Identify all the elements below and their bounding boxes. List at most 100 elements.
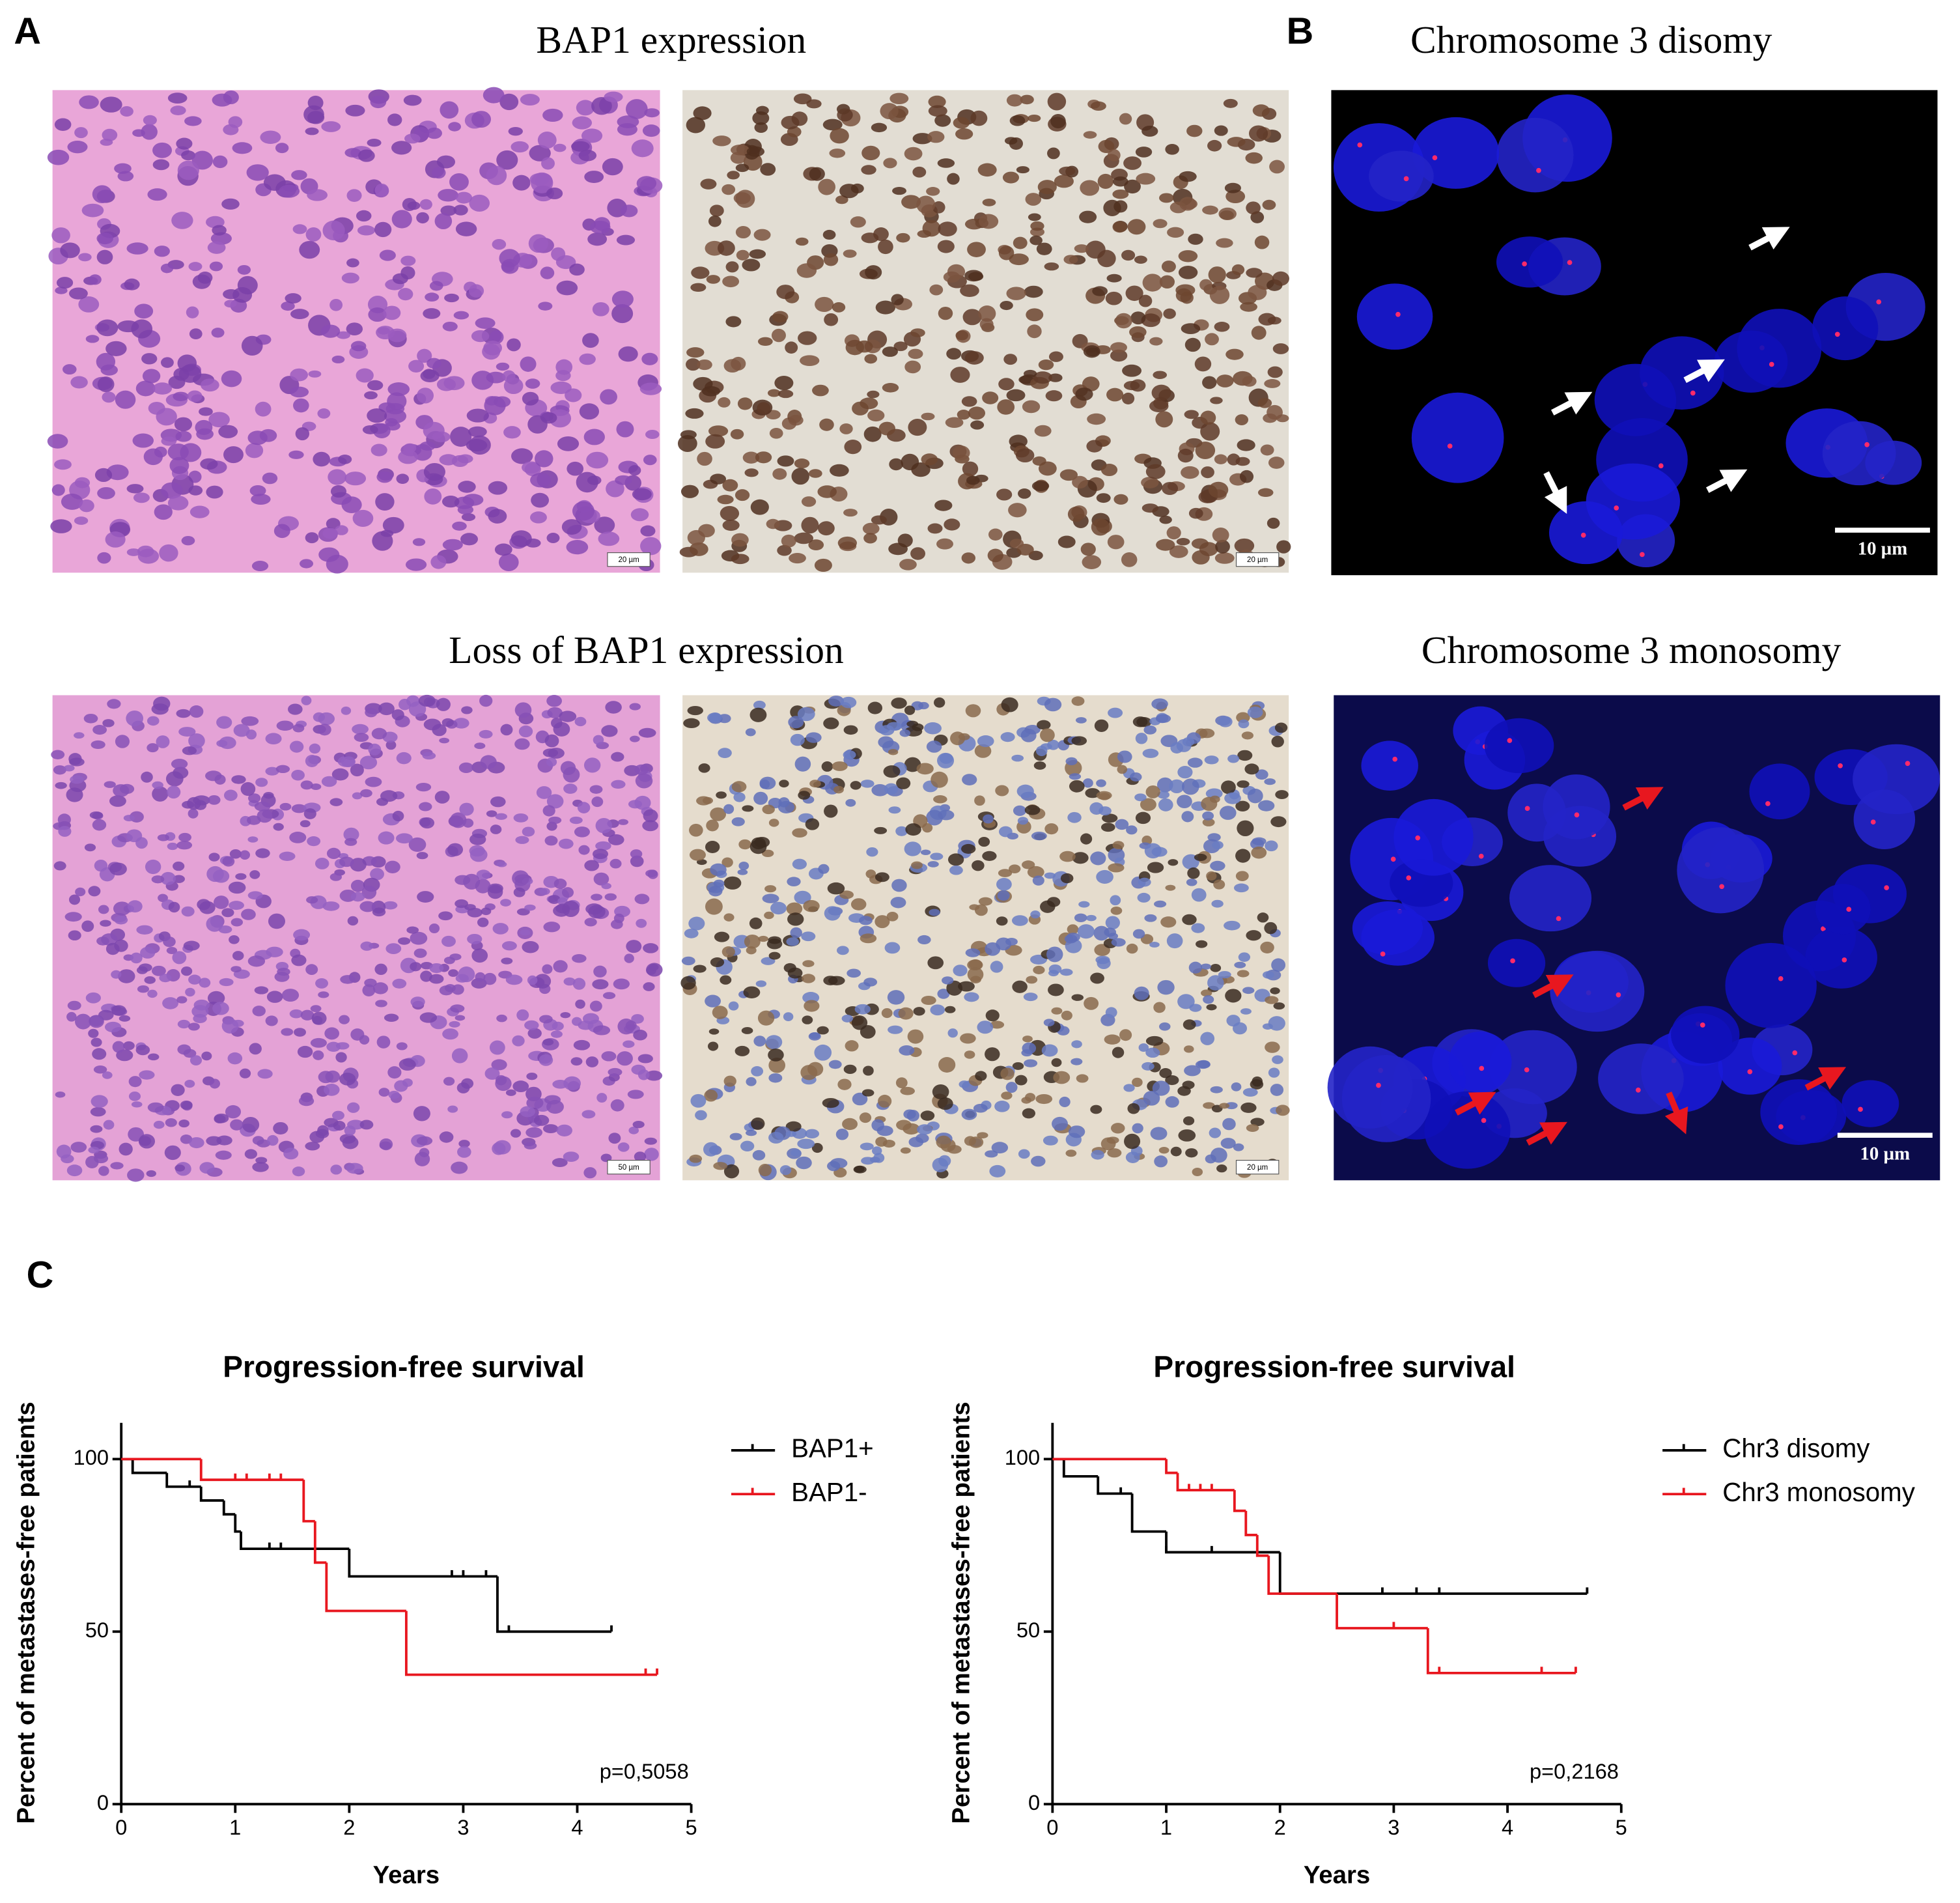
nucleus [1272,271,1289,286]
nucleus [432,724,447,737]
nucleus [196,428,214,440]
nucleus [88,1146,100,1154]
nucleus [63,765,75,772]
nucleus [1145,1036,1164,1046]
fish-signal [1390,856,1396,862]
nucleus [398,937,411,945]
nucleus [417,388,434,404]
nucleus [893,341,908,352]
nucleus [490,796,506,808]
nucleus [602,158,623,176]
nucleus [1041,1044,1058,1057]
nucleus [1176,739,1192,752]
nucleus [803,899,820,912]
nucleus [512,870,529,886]
nucleus [792,828,807,838]
nucleus [520,356,537,372]
nucleus [281,989,300,1002]
nucleus [384,860,400,873]
nucleus [206,916,223,932]
nucleus [511,141,529,153]
nucleus [100,364,118,376]
nucleus [721,946,735,958]
x-tick-label: 4 [571,1815,583,1839]
nucleus [96,319,119,337]
nucleus [1084,996,1099,1010]
nucleus [689,849,706,861]
nucleus [934,114,951,127]
nucleus [57,813,71,826]
nucleus [1191,538,1209,549]
nucleus [1123,156,1142,170]
nucleus [722,275,740,288]
nucleus [229,849,242,859]
nucleus [350,892,365,902]
nucleus [1137,892,1151,903]
nucleus [927,956,944,970]
nucleus [973,1103,988,1113]
fish-signal [1700,1022,1705,1028]
nucleus [796,1156,812,1170]
nucleus [251,494,271,505]
nucleus [181,150,196,161]
fish-signal [1522,261,1527,267]
nucleus [1031,1155,1046,1167]
nucleus [1043,1019,1055,1026]
nucleus [548,816,562,825]
legend-label: Chr3 disomy [1722,1434,1870,1463]
nucleus [961,1108,977,1120]
nucleus [102,128,118,141]
nucleus [522,391,539,406]
nucleus [525,378,540,389]
nucleus [630,855,644,867]
nucleus [216,740,228,747]
nucleus [563,977,576,986]
nucleus [802,1015,813,1024]
nucleus [255,778,268,787]
nucleus [1202,205,1218,215]
nucleus [1085,914,1097,922]
nucleus [382,516,404,534]
nucleus [145,859,161,875]
nucleus [794,890,811,905]
nucleus [1065,757,1078,766]
nucleus [74,127,88,139]
nucleus [598,531,620,546]
nucleus [615,475,632,485]
nucleus [315,978,328,989]
nucleus [557,436,580,451]
nucleus [843,725,858,735]
nucleus [871,784,889,796]
nucleus [453,204,468,216]
nucleus [566,540,589,555]
nucleus [1100,464,1118,477]
nucleus [285,293,301,303]
nucleus [1096,791,1112,800]
nucleus [1199,279,1212,291]
nucleus [501,957,513,965]
nucleus [997,890,1010,901]
nucleus [500,899,512,907]
nucleus [766,518,780,529]
nucleus [811,1142,823,1153]
nucleus [880,103,899,120]
nucleus [768,819,779,827]
nucleus [740,1140,755,1152]
nucleus [513,887,525,897]
nucleus [368,743,382,755]
nucleus [593,735,604,745]
fish-signal [1507,738,1513,743]
nucleus [414,1151,430,1166]
nucleus [977,735,994,748]
nucleus [522,461,541,474]
nucleus [104,1021,122,1033]
nucleus [904,705,916,715]
nucleus [438,911,453,921]
nucleus [762,894,779,903]
nucleus [546,533,560,543]
nucleus [364,391,378,400]
nucleus [628,1126,639,1135]
nucleus [1206,1004,1217,1011]
nucleus [1153,371,1168,379]
nucleus [822,229,836,240]
